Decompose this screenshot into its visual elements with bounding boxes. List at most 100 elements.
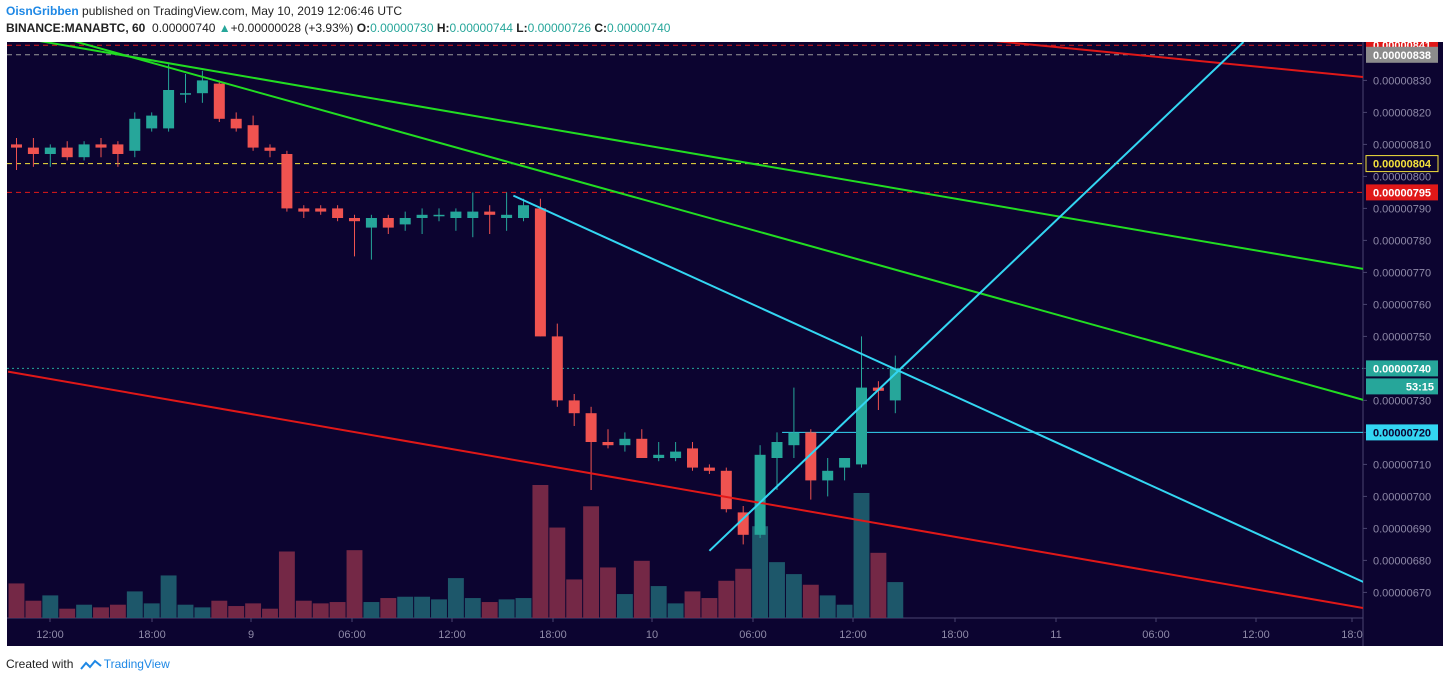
price-tick-label: 0.00000810 <box>1373 139 1431 151</box>
price-tick-label: 0.00000710 <box>1373 459 1431 471</box>
candle <box>450 208 462 231</box>
volume-bar <box>464 598 481 618</box>
candle <box>44 144 56 167</box>
candle <box>518 198 529 222</box>
time-tick-label: 12:00 <box>839 629 867 641</box>
horizontal-levels <box>7 44 1363 433</box>
candle <box>61 141 73 161</box>
candle-body <box>247 125 259 148</box>
volume-bar <box>295 600 312 618</box>
volume-bar <box>769 562 785 618</box>
price-tick-label: 0.00000800 <box>1373 171 1431 183</box>
candle-body <box>484 211 496 215</box>
candle <box>129 112 141 158</box>
candle-body <box>822 470 834 481</box>
volume-bar <box>397 596 414 618</box>
candle <box>619 432 631 452</box>
open-label: O: <box>356 21 371 35</box>
price-chart[interactable]: 0.00000670 0.00000680 0.00000690 0.00000700… <box>0 42 1444 648</box>
countdown-label: 53:15 <box>1406 381 1434 393</box>
price-label-text: 0.00000720 <box>1373 427 1431 439</box>
candle-body <box>399 218 411 225</box>
price-tick-label: 0.00000730 <box>1373 395 1431 407</box>
volume-bar <box>667 603 684 618</box>
price-tick-label: 0.00000750 <box>1373 331 1431 343</box>
time-tick-label: 18:00 <box>138 629 166 641</box>
candle <box>315 205 327 215</box>
candle <box>534 198 546 337</box>
price-label-text: 0.00000740 <box>1373 363 1431 375</box>
volume-bar <box>718 580 735 618</box>
candle <box>349 214 360 257</box>
time-axis[interactable] <box>7 618 1363 646</box>
price-tick-label: 0.00000670 <box>1373 587 1431 599</box>
candle <box>856 336 867 468</box>
candle <box>737 506 749 545</box>
author-name[interactable]: OisnGribben <box>6 4 79 18</box>
time-tick-label: 06:00 <box>338 629 366 641</box>
price-tick-label: 0.00000680 <box>1373 555 1431 567</box>
candle <box>382 214 394 234</box>
low-label: L: <box>516 21 528 35</box>
candle-body <box>365 218 377 228</box>
trendlines[interactable] <box>7 42 1365 610</box>
candle <box>163 64 175 132</box>
candle-body <box>653 454 665 458</box>
candle <box>213 80 225 122</box>
cyan-trendline <box>708 42 1245 552</box>
volume-bar <box>633 560 650 618</box>
volume-bar <box>684 591 701 618</box>
price-tick-label: 0.00000700 <box>1373 491 1431 503</box>
candle <box>805 429 817 500</box>
candle <box>11 138 22 170</box>
candle-body <box>95 144 107 148</box>
candle <box>399 211 411 231</box>
volume-bar <box>278 551 295 618</box>
candle <box>720 467 732 513</box>
candle-body <box>163 90 175 129</box>
price-axis[interactable] <box>1363 42 1443 646</box>
price-tick-label: 0.00000780 <box>1373 235 1431 247</box>
candle <box>467 192 479 238</box>
candle <box>27 138 39 167</box>
candle-body <box>196 80 208 94</box>
candle <box>636 429 648 458</box>
created-with-text: Created with <box>6 657 74 671</box>
volume-bar <box>785 574 802 618</box>
time-tick-label: 12:00 <box>1242 629 1270 641</box>
candle <box>247 115 259 151</box>
time-tick-label: 9 <box>248 629 254 641</box>
price-tick-label: 0.00000820 <box>1373 107 1431 119</box>
price-label-text: 0.00000795 <box>1373 187 1431 199</box>
candle-body <box>146 115 158 129</box>
time-tick-labels: 12:00 18:00 9 06:00 12:00 18:00 10 06:00 12:00 18… <box>36 618 1363 641</box>
candle <box>687 442 698 471</box>
volume-bar <box>380 598 397 618</box>
green-trendline <box>73 42 1363 401</box>
price-tick-label: 0.00000770 <box>1373 267 1431 279</box>
tradingview-brand[interactable]: TradingView <box>103 657 170 671</box>
volume-bar <box>329 602 346 618</box>
candle-body <box>230 118 242 129</box>
candle <box>95 138 107 158</box>
candle <box>551 323 563 407</box>
candle-body <box>129 118 141 151</box>
close-label: C: <box>594 21 608 35</box>
candle <box>501 192 513 231</box>
candle <box>754 445 766 538</box>
candle-body <box>112 144 124 154</box>
publish-header: OisnGribben published on TradingView.com… <box>6 4 402 18</box>
price-tick-label: 0.00000790 <box>1373 203 1431 215</box>
price-tick-label: 0.00000830 <box>1373 75 1431 87</box>
volume-bar <box>42 595 59 618</box>
candle <box>653 442 665 462</box>
volume-bar <box>228 606 245 618</box>
volume-bar <box>8 583 25 618</box>
candle-body <box>11 144 22 148</box>
plot-background[interactable] <box>7 42 1363 618</box>
volume-bar <box>194 607 211 618</box>
volume-bar <box>160 575 177 618</box>
volume-bar <box>245 603 262 618</box>
candle <box>670 442 682 462</box>
footer: Created with TradingView <box>6 657 170 671</box>
